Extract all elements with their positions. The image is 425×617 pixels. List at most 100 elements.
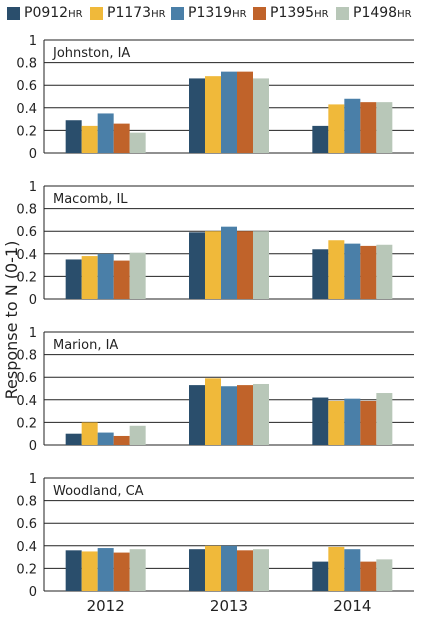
panel-title: Woodland, CA	[53, 484, 144, 499]
y-axis-label: Response to N (0-1)	[2, 241, 21, 400]
bar	[360, 561, 377, 591]
y-tick-label: 0	[29, 585, 37, 600]
legend-swatch	[253, 7, 266, 20]
bar	[205, 76, 221, 153]
chart-panel: 0 0.2 0.4 0.6 0.8 1 Woodland, CA	[16, 472, 414, 600]
bar	[81, 551, 98, 591]
bar	[65, 433, 82, 445]
bar	[129, 425, 146, 445]
bar	[189, 232, 205, 299]
legend-label-subscript: HR	[397, 9, 412, 20]
panel-title-bg	[49, 42, 151, 62]
y-tick-label: 0.8	[16, 349, 37, 364]
y-tick-label: 0.6	[16, 79, 37, 94]
bar	[97, 548, 114, 591]
bar	[189, 385, 205, 445]
y-tick-label: 0	[29, 147, 37, 162]
y-tick-label: 0.6	[16, 371, 37, 386]
bar	[97, 253, 114, 299]
y-tick-label: 0.8	[16, 495, 37, 510]
legend-label-main: P1173	[107, 5, 152, 21]
bar	[253, 383, 269, 445]
bar	[205, 378, 221, 445]
bar	[113, 435, 130, 445]
legend-label-subscript: HR	[232, 9, 247, 20]
bar	[344, 398, 361, 445]
bar	[81, 125, 98, 153]
y-tick-label: 0.4	[16, 248, 37, 263]
bar	[253, 231, 269, 299]
bar	[344, 549, 361, 591]
y-tick-label: 0.8	[16, 57, 37, 72]
legend-label: P1173HR	[107, 5, 166, 21]
legend-label-subscript: HR	[68, 9, 83, 20]
y-tick-label: 0.2	[16, 270, 37, 285]
y-tick-label: 0.6	[16, 225, 37, 240]
bar	[205, 545, 221, 591]
legend: P0912HR P1173HR P1319HR P1395HR P1498HR	[0, 2, 425, 24]
x-tick-label: 2014	[333, 597, 371, 615]
bar	[221, 226, 237, 299]
y-tick-label: 0.2	[16, 124, 37, 139]
bar	[360, 245, 377, 299]
bar	[129, 132, 146, 153]
bar	[328, 104, 345, 153]
panel-title: Johnston, IA	[52, 46, 130, 61]
bar	[376, 393, 393, 445]
bar	[312, 397, 329, 445]
bar	[221, 386, 237, 445]
y-tick-label: 0.6	[16, 517, 37, 532]
x-tick-label: 2013	[210, 597, 248, 615]
y-tick-label: 1	[29, 472, 37, 487]
bar	[344, 243, 361, 299]
y-tick-label: 0	[29, 439, 37, 454]
bar	[344, 98, 361, 153]
legend-swatch	[171, 7, 184, 20]
y-tick-label: 0	[29, 293, 37, 308]
panel-title: Macomb, IL	[53, 192, 128, 207]
bar	[237, 550, 253, 591]
legend-label-main: P1395	[270, 5, 315, 21]
legend-label-main: P0912	[24, 5, 69, 21]
bar	[81, 256, 98, 299]
legend-label: P1319HR	[188, 5, 247, 21]
y-tick-label: 0.4	[16, 102, 37, 117]
bar	[65, 259, 82, 299]
bar	[221, 71, 237, 153]
legend-swatch	[7, 7, 20, 20]
y-tick-label: 0.2	[16, 562, 37, 577]
legend-label: P1498HR	[353, 5, 412, 21]
bar	[376, 559, 393, 591]
bar	[113, 260, 130, 299]
y-tick-label: 0.4	[16, 540, 37, 555]
y-tick-label: 1	[29, 34, 37, 49]
legend-label-main: P1498	[353, 5, 398, 21]
legend-swatch	[336, 7, 349, 20]
x-tick-label: 2012	[87, 597, 125, 615]
legend-label-subscript: HR	[151, 9, 166, 20]
bar	[376, 244, 393, 299]
bar	[360, 102, 377, 153]
bar	[328, 400, 345, 445]
chart-panel: 0 0.2 0.4 0.6 0.8 1 Johnston, IA	[16, 34, 414, 162]
bar	[113, 123, 130, 153]
legend-swatch	[90, 7, 103, 20]
legend-label-subscript: HR	[314, 9, 329, 20]
bar	[221, 545, 237, 591]
bar	[328, 546, 345, 591]
bar	[205, 231, 221, 299]
bar	[360, 400, 377, 445]
bar	[253, 549, 269, 591]
bar	[81, 422, 98, 445]
panel-title-bg	[49, 334, 135, 354]
bar	[129, 549, 146, 591]
bar	[312, 125, 329, 153]
bar	[113, 552, 130, 591]
bar	[328, 240, 345, 299]
y-tick-label: 0.4	[16, 394, 37, 409]
bar	[376, 102, 393, 153]
y-tick-label: 1	[29, 326, 37, 341]
bar	[312, 249, 329, 299]
panel-title-bg	[49, 188, 135, 208]
